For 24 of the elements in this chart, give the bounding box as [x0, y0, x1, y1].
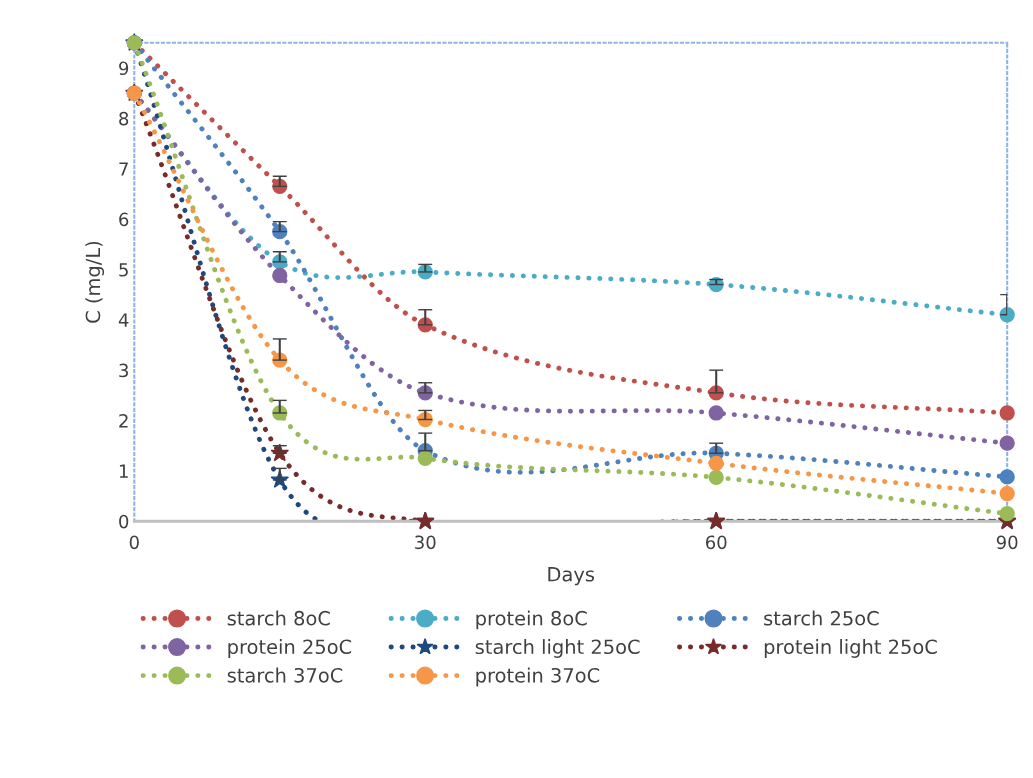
- y-tick-label: 3: [119, 363, 128, 378]
- y-tick-label: 6: [119, 212, 129, 227]
- y-tick-label: 8: [119, 111, 129, 126]
- legend-label: protein 37oC: [476, 667, 600, 687]
- legend-label: protein 25oC: [228, 639, 352, 658]
- legend-label: starch 8oC: [227, 610, 330, 626]
- legend-label: starch 25oC: [764, 610, 879, 626]
- legend-label: starch light 25oC: [475, 639, 640, 658]
- y-tick-label: 0: [119, 514, 129, 529]
- x-axis-title: Days: [548, 567, 595, 586]
- y-tick-label: 1: [119, 464, 128, 478]
- y-tick-label: 4: [118, 313, 129, 327]
- y-axis-title: C (mg/L): [85, 241, 105, 323]
- x-tick-label: 30: [415, 535, 436, 550]
- legend-label: protein light 25oC: [764, 639, 937, 658]
- x-tick-label: 0: [129, 535, 139, 550]
- y-tick-label: 2: [119, 413, 128, 428]
- x-tick-label: 90: [996, 535, 1018, 550]
- legend-label: protein 8oC: [476, 610, 587, 630]
- x-tick-label: 60: [705, 535, 727, 550]
- y-tick-label: 5: [119, 263, 128, 277]
- y-tick-label: 9: [119, 61, 129, 76]
- legend-label: starch 37oC: [227, 667, 343, 683]
- y-tick-label: 7: [119, 162, 128, 176]
